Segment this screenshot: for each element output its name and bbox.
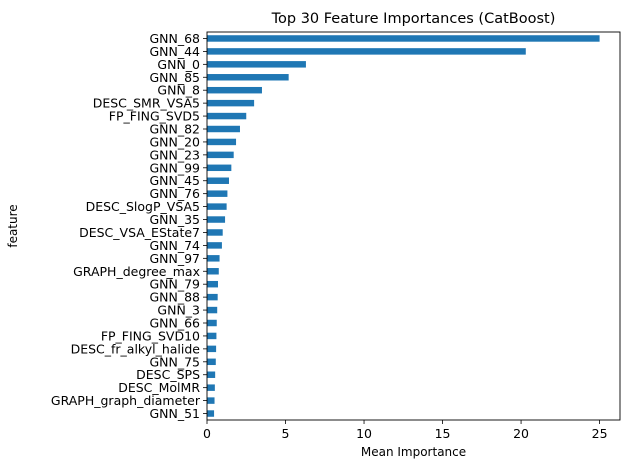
bar-GNN_35 bbox=[207, 216, 226, 223]
bar-GNN_3 bbox=[207, 306, 218, 314]
y-tick-label: GRAPH_degree_max bbox=[73, 264, 200, 279]
y-tick-label: GNN_74 bbox=[149, 238, 200, 253]
y-tick-label: GNN_85 bbox=[149, 70, 200, 85]
bar-GRAPH_graph_diameter bbox=[207, 397, 215, 404]
y-tick-label: GNN_0 bbox=[157, 57, 200, 72]
y-tick-label: DESC_SlogP_VSA5 bbox=[86, 199, 200, 214]
y-axis-label: feature bbox=[6, 204, 20, 247]
y-tick-label: GRAPH_graph_diameter bbox=[51, 393, 201, 408]
bar-DESC_SlogP_VSA5 bbox=[207, 203, 227, 210]
plot-frame bbox=[206, 31, 621, 421]
y-tick-label: FP_FING_SVD5 bbox=[109, 109, 200, 124]
y-tick-label: GNN_82 bbox=[149, 122, 200, 137]
x-tick-label: 10 bbox=[356, 426, 372, 441]
bar-GNN_82 bbox=[207, 125, 240, 133]
bar-GNN_88 bbox=[207, 293, 218, 301]
bar-GNN_97 bbox=[207, 255, 220, 262]
chart-title: Top 30 Feature Importances (CatBoost) bbox=[271, 11, 556, 27]
x-tick-label: 0 bbox=[203, 426, 211, 441]
y-tick-label: GNN_44 bbox=[149, 44, 200, 59]
x-axis-label: Mean Importance bbox=[361, 445, 466, 459]
bar-GNN_8 bbox=[207, 86, 262, 94]
bar-GNN_51 bbox=[207, 410, 215, 417]
y-tick-label: FP_FING_SVD10 bbox=[101, 328, 200, 343]
y-tick-label: GNN_66 bbox=[149, 316, 200, 331]
y-tick-label: GNN_79 bbox=[149, 277, 200, 292]
bar-GNN_45 bbox=[207, 177, 229, 184]
x-tick-label: 25 bbox=[592, 426, 608, 441]
bars-group bbox=[207, 35, 600, 417]
y-tick-label: GNN_51 bbox=[149, 406, 200, 421]
y-tick-label: GNN_20 bbox=[149, 134, 200, 149]
x-ticks-group: 0 5 10 15 20 25 bbox=[203, 420, 608, 441]
bar-DESC_SPS bbox=[207, 371, 216, 378]
y-ticks-group: GNN_68GNN_44GNN_0GNN_85GNN_8DESC_SMR_VSA… bbox=[51, 31, 207, 421]
bar-GNN_75 bbox=[207, 358, 216, 366]
bar-GNN_76 bbox=[207, 190, 228, 197]
y-tick-label: DESC_VSA_EState7 bbox=[79, 225, 200, 240]
y-tick-label: GNN_68 bbox=[149, 31, 200, 46]
y-tick-label: GNN_99 bbox=[149, 160, 200, 175]
bar-GNN_68 bbox=[207, 35, 600, 42]
x-tick-label: 5 bbox=[282, 426, 290, 441]
y-tick-label: GNN_76 bbox=[149, 186, 200, 201]
y-tick-label: GNN_88 bbox=[149, 290, 200, 305]
bar-GNN_20 bbox=[207, 138, 237, 146]
bar-GNN_44 bbox=[207, 48, 526, 55]
bar-DESC_fr_alkyl_halide bbox=[207, 345, 217, 353]
y-tick-label: DESC_SMR_VSA5 bbox=[93, 96, 200, 111]
bar-GNN_85 bbox=[207, 74, 289, 81]
bar-DESC_SMR_VSA5 bbox=[207, 99, 255, 107]
y-tick-label: DESC_fr_alkyl_halide bbox=[71, 341, 201, 356]
bar-GNN_99 bbox=[207, 164, 232, 172]
bar-GNN_23 bbox=[207, 151, 234, 159]
bar-FP_FING_SVD5 bbox=[207, 112, 247, 120]
y-tick-label: GNN_35 bbox=[149, 212, 200, 227]
y-tick-label: GNN_8 bbox=[157, 83, 200, 98]
bar-DESC_MolMR bbox=[207, 384, 215, 391]
bar-GRAPH_degree_max bbox=[207, 268, 219, 275]
bar-GNN_0 bbox=[207, 61, 306, 68]
bar-GNN_66 bbox=[207, 319, 217, 327]
y-tick-label: GNN_23 bbox=[149, 147, 200, 162]
bar-FP_FING_SVD10 bbox=[207, 332, 217, 340]
y-tick-label: GNN_45 bbox=[149, 173, 200, 188]
x-tick-label: 15 bbox=[435, 426, 451, 441]
y-tick-label: DESC_MolMR bbox=[118, 380, 200, 395]
y-tick-label: GNN_97 bbox=[149, 251, 200, 266]
y-tick-label: GNN_75 bbox=[149, 354, 200, 369]
y-tick-label: DESC_SPS bbox=[136, 367, 200, 382]
y-tick-label: GNN_3 bbox=[157, 303, 200, 318]
bar-GNN_79 bbox=[207, 280, 218, 288]
bar-GNN_74 bbox=[207, 242, 222, 249]
bar-DESC_VSA_EState7 bbox=[207, 229, 223, 236]
x-tick-label: 20 bbox=[513, 426, 529, 441]
